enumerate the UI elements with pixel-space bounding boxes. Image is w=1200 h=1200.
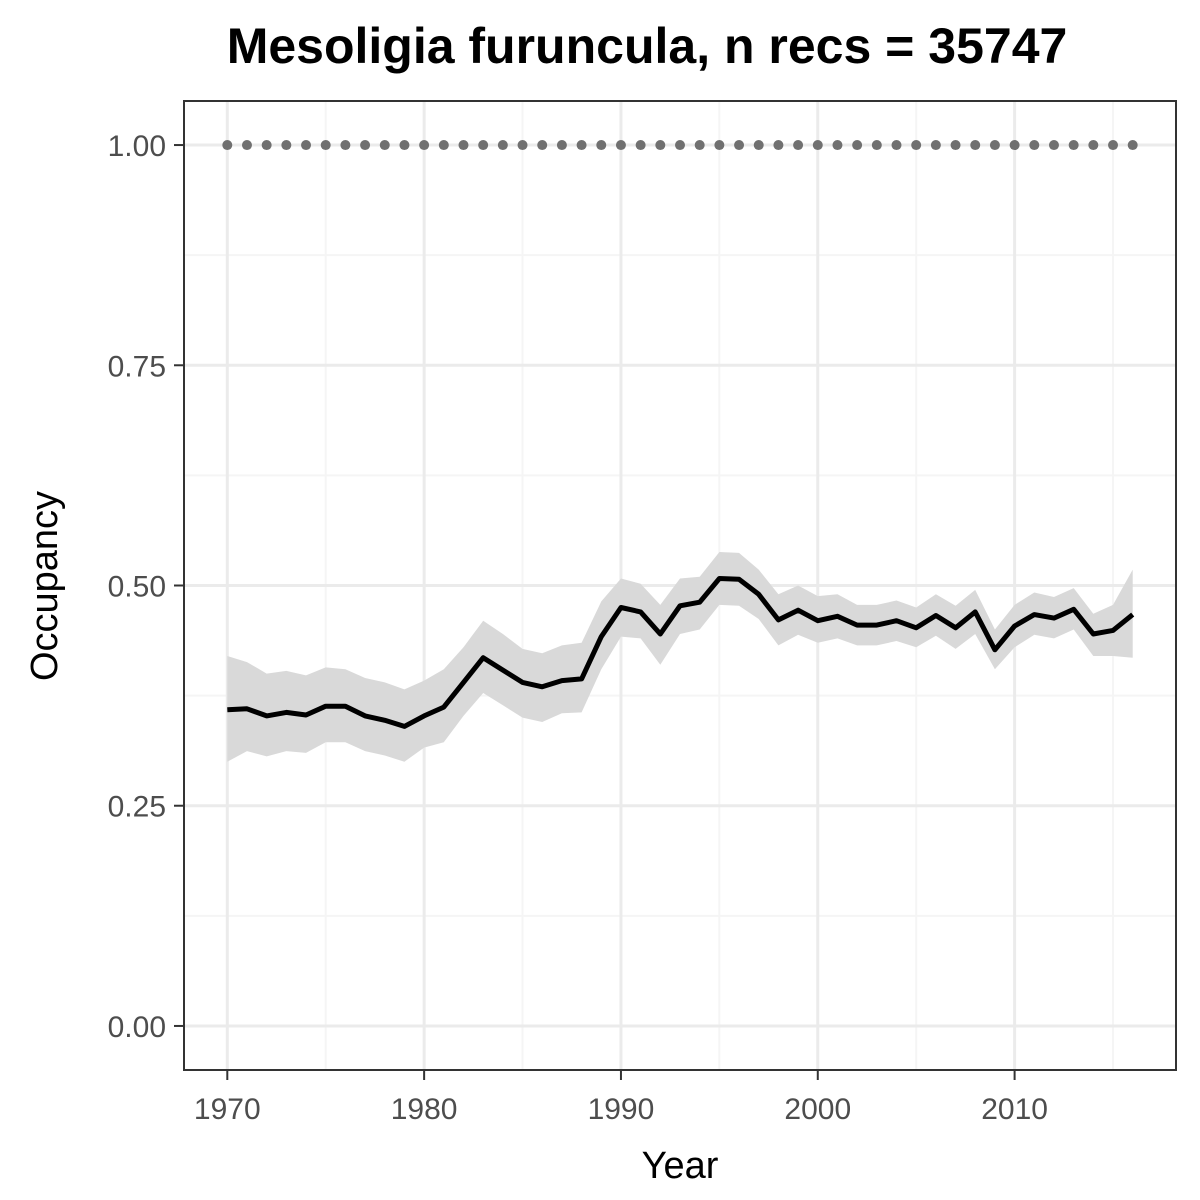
reference-dot bbox=[261, 140, 272, 151]
reference-dotted-line bbox=[222, 140, 1138, 151]
y-tick-label: 0.75 bbox=[108, 350, 166, 383]
reference-dot bbox=[379, 140, 390, 151]
credible-interval-ribbon bbox=[227, 552, 1133, 762]
y-tick-label: 0.50 bbox=[108, 571, 166, 604]
reference-dot bbox=[1088, 140, 1099, 151]
y-tick-label: 0.00 bbox=[108, 1011, 166, 1044]
chart-title: Mesoligia furuncula, n recs = 35747 bbox=[227, 18, 1068, 74]
y-tick-label: 1.00 bbox=[108, 130, 166, 163]
reference-dot bbox=[714, 140, 725, 151]
reference-dot bbox=[1068, 140, 1079, 151]
y-tick-label: 0.25 bbox=[108, 791, 166, 824]
reference-dot bbox=[891, 140, 902, 151]
reference-dot bbox=[675, 140, 685, 151]
reference-dot bbox=[970, 140, 981, 151]
x-axis-title: Year bbox=[642, 1145, 719, 1187]
reference-dot bbox=[320, 140, 331, 151]
reference-dot bbox=[596, 140, 607, 151]
reference-dot bbox=[301, 140, 312, 151]
reference-dot bbox=[1108, 140, 1119, 151]
reference-dot bbox=[497, 140, 508, 151]
reference-dot bbox=[753, 140, 764, 151]
reference-dot bbox=[1048, 140, 1059, 151]
reference-dot bbox=[1009, 140, 1020, 151]
reference-dot bbox=[930, 140, 941, 151]
reference-dot bbox=[950, 140, 961, 151]
reference-dot bbox=[615, 140, 626, 151]
reference-dot bbox=[576, 140, 587, 151]
x-tick-label: 2000 bbox=[784, 1093, 851, 1126]
reference-dot bbox=[655, 140, 666, 151]
reference-dot bbox=[832, 140, 843, 151]
reference-dot bbox=[1127, 140, 1138, 151]
y-axis: 0.00 0.25 0.50 0.75 1.00 bbox=[108, 130, 184, 1044]
reference-dot bbox=[517, 140, 528, 151]
reference-dot bbox=[399, 140, 410, 151]
x-tick-label: 1980 bbox=[391, 1093, 458, 1126]
reference-dot bbox=[537, 140, 548, 151]
x-axis: 1970 1980 1990 2000 2010 bbox=[194, 1070, 1048, 1126]
reference-dot bbox=[793, 140, 804, 151]
reference-dot bbox=[241, 140, 252, 151]
reference-dot bbox=[734, 140, 745, 151]
x-tick-label: 1970 bbox=[194, 1093, 261, 1126]
reference-dot bbox=[812, 140, 823, 151]
reference-dot bbox=[281, 140, 292, 151]
reference-dot bbox=[694, 140, 705, 151]
x-tick-label: 2010 bbox=[981, 1093, 1048, 1126]
reference-dot bbox=[635, 140, 646, 151]
reference-dot bbox=[360, 140, 371, 151]
reference-dot bbox=[1029, 140, 1040, 151]
reference-dot bbox=[419, 140, 430, 151]
reference-dot bbox=[478, 140, 489, 151]
reference-dot bbox=[989, 140, 1000, 151]
occupancy-mean-line bbox=[227, 576, 1135, 729]
reference-dot bbox=[871, 140, 882, 151]
reference-dot bbox=[458, 140, 469, 151]
reference-dot bbox=[222, 140, 233, 151]
reference-dot bbox=[556, 140, 567, 151]
x-tick-label: 1990 bbox=[588, 1093, 655, 1126]
y-axis-title: Occupancy bbox=[24, 491, 66, 681]
reference-dot bbox=[438, 140, 449, 151]
reference-dot bbox=[773, 140, 784, 151]
reference-dot bbox=[852, 140, 863, 151]
reference-dot bbox=[340, 140, 351, 151]
reference-dot bbox=[911, 140, 922, 151]
